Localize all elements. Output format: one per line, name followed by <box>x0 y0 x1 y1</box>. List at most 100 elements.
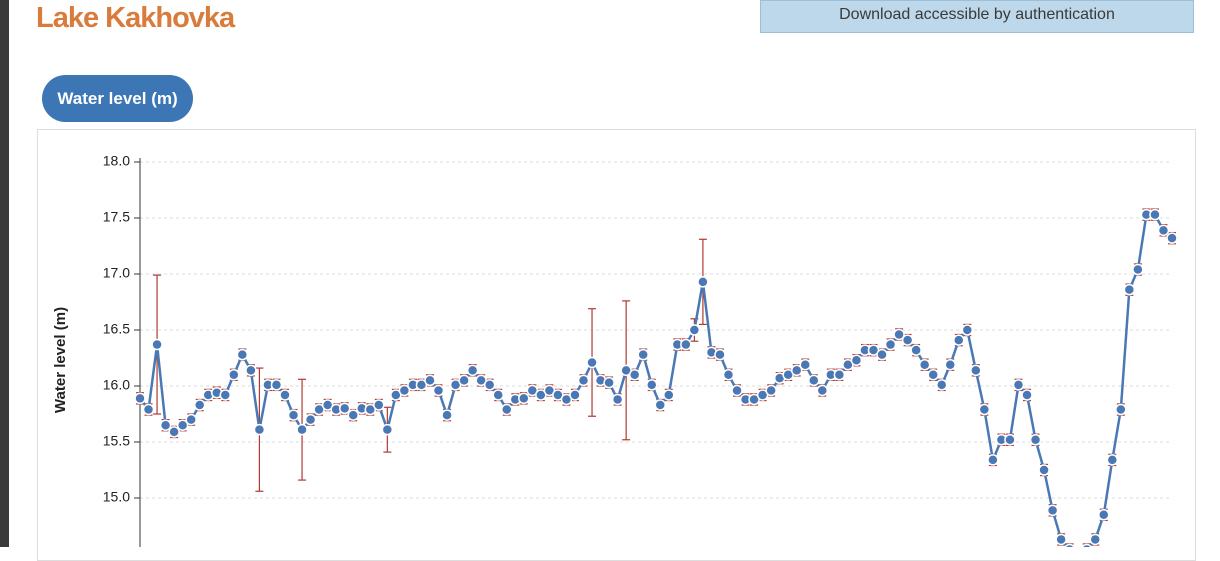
data-point <box>569 389 581 401</box>
data-point <box>483 379 496 391</box>
data-point <box>577 374 590 387</box>
data-point <box>816 384 829 397</box>
data-point <box>944 358 956 371</box>
data-point <box>978 403 991 416</box>
data-point <box>799 358 812 371</box>
data-point <box>765 384 777 397</box>
y-tick-label: 17.5 <box>103 209 130 225</box>
data-point <box>637 348 649 361</box>
data-point <box>1012 379 1025 391</box>
data-point <box>1166 232 1178 244</box>
data-point <box>134 392 146 405</box>
data-point <box>1064 543 1075 547</box>
data-point <box>688 324 701 336</box>
data-point <box>663 389 675 401</box>
data-point <box>1089 533 1101 546</box>
data-point <box>253 423 266 436</box>
data-point <box>500 403 513 416</box>
data-point <box>381 423 394 436</box>
data-point <box>697 276 709 288</box>
data-point <box>1038 464 1050 476</box>
data-point <box>603 376 615 389</box>
data-point <box>1098 509 1110 521</box>
data-point <box>159 419 172 431</box>
data-point <box>961 324 974 336</box>
data-point <box>338 402 351 415</box>
data-point <box>398 384 411 397</box>
data-point <box>236 348 249 361</box>
data-point <box>466 364 479 377</box>
data-point <box>296 423 308 436</box>
data-point <box>492 389 504 401</box>
data-point <box>518 392 530 405</box>
data-point <box>918 358 931 371</box>
data-point <box>935 379 948 391</box>
data-point <box>850 354 863 366</box>
data-point <box>373 399 385 411</box>
data-point <box>424 374 436 387</box>
data-point <box>176 419 189 431</box>
data-point <box>910 344 922 356</box>
data-point <box>245 364 257 377</box>
data-point <box>884 338 897 351</box>
data-point <box>432 384 445 397</box>
data-point <box>1004 434 1016 446</box>
data-point <box>876 348 888 361</box>
data-point <box>151 338 163 351</box>
data-point <box>304 413 317 426</box>
data-point <box>270 379 283 391</box>
data-point <box>970 364 982 377</box>
data-point <box>1132 263 1144 276</box>
data-point <box>731 384 743 397</box>
data-point <box>901 334 914 346</box>
y-axis-label: Water level (m) <box>52 307 69 413</box>
download-button[interactable]: Download accessible by authentication <box>760 0 1194 33</box>
data-point <box>1046 504 1059 517</box>
window-edge <box>0 0 9 547</box>
data-point <box>185 413 197 426</box>
data-point <box>586 356 598 369</box>
data-point <box>1021 389 1033 401</box>
data-point <box>193 399 206 411</box>
data-point <box>142 403 155 416</box>
data-point <box>287 409 300 421</box>
y-tick-label: 16.0 <box>103 377 130 393</box>
data-point <box>1115 403 1127 416</box>
data-point <box>953 334 965 346</box>
y-tick-label: 18.0 <box>103 153 130 169</box>
data-point <box>458 374 470 387</box>
page-title: Lake Kakhovka <box>36 2 235 34</box>
data-point <box>645 379 658 391</box>
data-point <box>441 409 453 421</box>
data-point <box>893 328 905 341</box>
data-point <box>228 369 240 381</box>
data-point <box>714 348 726 361</box>
data-point <box>987 454 999 466</box>
data-point <box>1029 434 1042 446</box>
data-point <box>927 369 939 381</box>
y-tick-label: 16.5 <box>103 321 130 337</box>
data-point <box>680 338 692 351</box>
data-point <box>279 389 291 401</box>
y-tick-label: 17.0 <box>103 265 130 281</box>
data-point <box>347 409 359 421</box>
data-point <box>1081 543 1092 547</box>
data-point <box>1106 454 1119 466</box>
data-point <box>219 389 232 401</box>
data-point <box>790 364 803 377</box>
data-point <box>722 369 735 381</box>
data-point <box>611 393 624 406</box>
data-point <box>168 426 180 438</box>
y-tick-label: 15.0 <box>103 489 130 505</box>
data-point <box>1157 224 1170 237</box>
data-point <box>1055 533 1067 546</box>
data-point <box>628 369 641 381</box>
tab-button[interactable]: Water level (m) <box>42 75 193 122</box>
data-point <box>1123 283 1136 296</box>
data-point <box>833 369 846 381</box>
data-point <box>808 374 820 387</box>
chart: Water level (m) 15.0 15.5 16.0 16.5 17.0 17.5… <box>52 153 1178 547</box>
data-point <box>654 399 667 411</box>
y-tick-label: 15.5 <box>103 433 130 449</box>
